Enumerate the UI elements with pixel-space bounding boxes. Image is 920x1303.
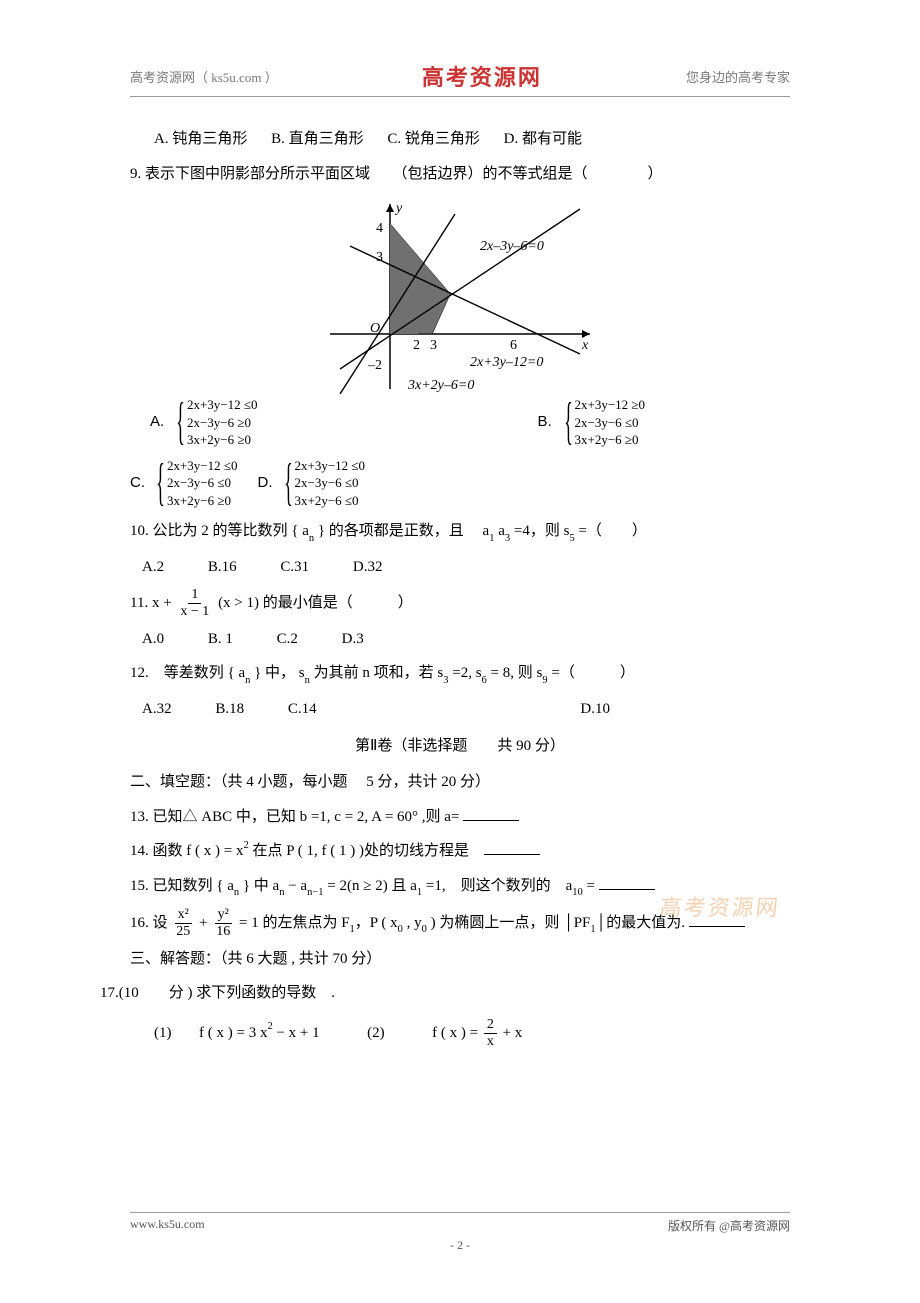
q13: 13. 已知△ ABC 中，已知 b =1, c = 2, A = 60° ,则… bbox=[130, 803, 790, 832]
header-right: 您身边的高考专家 bbox=[686, 67, 790, 86]
q11-optB: B. 1 bbox=[208, 631, 233, 647]
q9-D-l1: 2x+3y−12 ≤0 bbox=[295, 457, 366, 475]
line3-label: 3x+2y–6=0 bbox=[407, 378, 474, 393]
q16-frac1: x² 25 bbox=[173, 908, 193, 939]
q9-optD-label: D. bbox=[258, 469, 282, 498]
xtick-6: 6 bbox=[510, 338, 517, 353]
q9-D-l3: 3x+2y−6 ≤0 bbox=[295, 492, 366, 510]
y-axis-label: y bbox=[394, 201, 403, 216]
q9-optB-label: B. bbox=[538, 408, 562, 437]
q14-blank bbox=[484, 841, 540, 855]
q8-optB: B. 直角三角形 bbox=[271, 131, 364, 147]
ytick-3: 3 bbox=[376, 250, 383, 265]
q10-stem: 10. 公比为 2 的等比数列 { an } 的各项都是正数，且 a1 a3 =… bbox=[130, 517, 790, 547]
page-number: - 2 - bbox=[130, 1238, 790, 1253]
q11-stem: 11. x + 1 x − 1 (x > 1) 的最小值是（ ） bbox=[130, 588, 790, 619]
q9-C-l2: 2x−3y−6 ≤0 bbox=[167, 474, 238, 492]
q12-optB: B.18 bbox=[215, 701, 244, 717]
answer-header: 三、解答题：（共 6 大题 , 共计 70 分） bbox=[130, 945, 790, 974]
q8-options: A. 钝角三角形 B. 直角三角形 C. 锐角三角形 D. 都有可能 bbox=[130, 125, 790, 154]
q11-frac: 1 x − 1 bbox=[177, 588, 212, 619]
q9-optA-label: A. bbox=[150, 408, 174, 437]
q17-stem: 17.(10 分 ) 求下列函数的导数 . bbox=[100, 979, 790, 1008]
page-footer: www.ks5u.com 版权所有 @高考资源网 - 2 - bbox=[130, 1212, 790, 1253]
watermark: 高考资源网 bbox=[658, 890, 781, 922]
header-center-logo: 高考资源网 bbox=[422, 60, 542, 92]
q17-p2-label: (2) bbox=[367, 1025, 385, 1041]
q9-stem: 9. 表示下图中阴影部分所示平面区域 （包括边界）的不等式组是（ ） bbox=[130, 160, 790, 189]
q17-p2-expr: f ( x ) = 2 x + x bbox=[432, 1025, 522, 1041]
q9-B-l3: 3x+2y−6 ≥0 bbox=[575, 431, 646, 449]
xtick-3: 3 bbox=[430, 338, 437, 353]
q9-optC-system: { 2x+3y−12 ≤0 2x−3y−6 ≤0 3x+2y−6 ≥0 bbox=[154, 457, 238, 510]
xtick-2: 2 bbox=[413, 338, 420, 353]
q10-options: A.2 B.16 C.31 D.32 bbox=[130, 553, 790, 582]
origin-label: O bbox=[370, 321, 380, 336]
ytick-m2: –2 bbox=[367, 358, 382, 373]
q9-optB-system: { 2x+3y−12 ≥0 2x−3y−6 ≤0 3x+2y−6 ≥0 bbox=[562, 396, 646, 449]
q13-blank bbox=[463, 806, 519, 820]
q8-optD: D. 都有可能 bbox=[504, 131, 582, 147]
q16-frac2: y² 16 bbox=[213, 908, 233, 939]
q12-stem: 12. 等差数列 { an } 中， sn 为其前 n 项和，若 s3 =2, … bbox=[130, 659, 790, 689]
q17-p1-label: (1) bbox=[154, 1025, 172, 1041]
x-axis-label: x bbox=[581, 338, 589, 353]
q12-optD: D.10 bbox=[580, 701, 610, 717]
q11-optA: A.0 bbox=[142, 631, 164, 647]
q15-blank bbox=[599, 875, 655, 889]
q14: 14. 函数 f ( x ) = x2 在点 P ( 1, f ( 1 ) )处… bbox=[130, 837, 790, 866]
q10-optC: C.31 bbox=[280, 559, 309, 575]
q9-C-l1: 2x+3y−12 ≤0 bbox=[167, 457, 238, 475]
footer-left: www.ks5u.com bbox=[130, 1217, 205, 1234]
q9-optC-label: C. bbox=[130, 469, 154, 498]
q9-B-l2: 2x−3y−6 ≤0 bbox=[575, 414, 646, 432]
q10-optB: B.16 bbox=[208, 559, 237, 575]
ytick-4: 4 bbox=[376, 221, 383, 236]
q17-parts: (1) f ( x ) = 3 x2 − x + 1 (2) f ( x ) =… bbox=[130, 1018, 790, 1049]
q12-options: A.32 B.18 C.14 D.10 bbox=[130, 695, 790, 724]
q9-C-l3: 3x+2y−6 ≥0 bbox=[167, 492, 238, 510]
q9-B-l1: 2x+3y−12 ≥0 bbox=[575, 396, 646, 414]
q9-optA-system: { 2x+3y−12 ≤0 2x−3y−6 ≥0 3x+2y−6 ≥0 bbox=[174, 396, 258, 449]
page: 高考资源网（ ks5u.com ） 高考资源网 您身边的高考专家 A. 钝角三角… bbox=[0, 0, 920, 1303]
page-header: 高考资源网（ ks5u.com ） 高考资源网 您身边的高考专家 bbox=[130, 60, 790, 97]
q12-optA: A.32 bbox=[142, 701, 172, 717]
fill-header: 二、填空题：（共 4 小题，每小题 5 分，共计 20 分） bbox=[130, 768, 790, 797]
q8-optA: A. 钝角三角形 bbox=[154, 131, 247, 147]
q9-A-l3: 3x+2y−6 ≥0 bbox=[187, 431, 258, 449]
q9-D-l2: 2x−3y−6 ≤0 bbox=[295, 474, 366, 492]
line1-label: 2x–3y–6=0 bbox=[480, 239, 544, 254]
section2-header: 第Ⅱ卷（非选择题 共 90 分） bbox=[130, 732, 790, 761]
q9-graph-svg: O 4 3 2 3 6 –2 x y 2x–3y–6=0 2x+3y–12=0 … bbox=[310, 194, 610, 394]
q9-graph: O 4 3 2 3 6 –2 x y 2x–3y–6=0 2x+3y–12=0 … bbox=[130, 194, 790, 394]
q8-optC: C. 锐角三角形 bbox=[387, 131, 480, 147]
header-left: 高考资源网（ ks5u.com ） bbox=[130, 67, 278, 86]
q11-optD: D.3 bbox=[342, 631, 364, 647]
q9-optD-system: { 2x+3y−12 ≤0 2x−3y−6 ≤0 3x+2y−6 ≤0 bbox=[282, 457, 366, 510]
footer-right: 版权所有 @高考资源网 bbox=[668, 1217, 790, 1234]
line2-label: 2x+3y–12=0 bbox=[470, 355, 543, 370]
q10-optA: A.2 bbox=[142, 559, 164, 575]
q17-p1-expr: f ( x ) = 3 x2 − x + 1 bbox=[199, 1025, 323, 1041]
q10-optD: D.32 bbox=[353, 559, 383, 575]
q12-optC: C.14 bbox=[288, 701, 317, 717]
q11-optC: C.2 bbox=[277, 631, 298, 647]
q9-A-l2: 2x−3y−6 ≥0 bbox=[187, 414, 258, 432]
q9-opts-row1: A. { 2x+3y−12 ≤0 2x−3y−6 ≥0 3x+2y−6 ≥0 B… bbox=[130, 396, 790, 449]
q9-opts-row2: C. { 2x+3y−12 ≤0 2x−3y−6 ≤0 3x+2y−6 ≥0 D… bbox=[130, 457, 790, 510]
q11-options: A.0 B. 1 C.2 D.3 bbox=[130, 625, 790, 654]
q9-A-l1: 2x+3y−12 ≤0 bbox=[187, 396, 258, 414]
q17-p2-frac: 2 x bbox=[484, 1018, 497, 1049]
